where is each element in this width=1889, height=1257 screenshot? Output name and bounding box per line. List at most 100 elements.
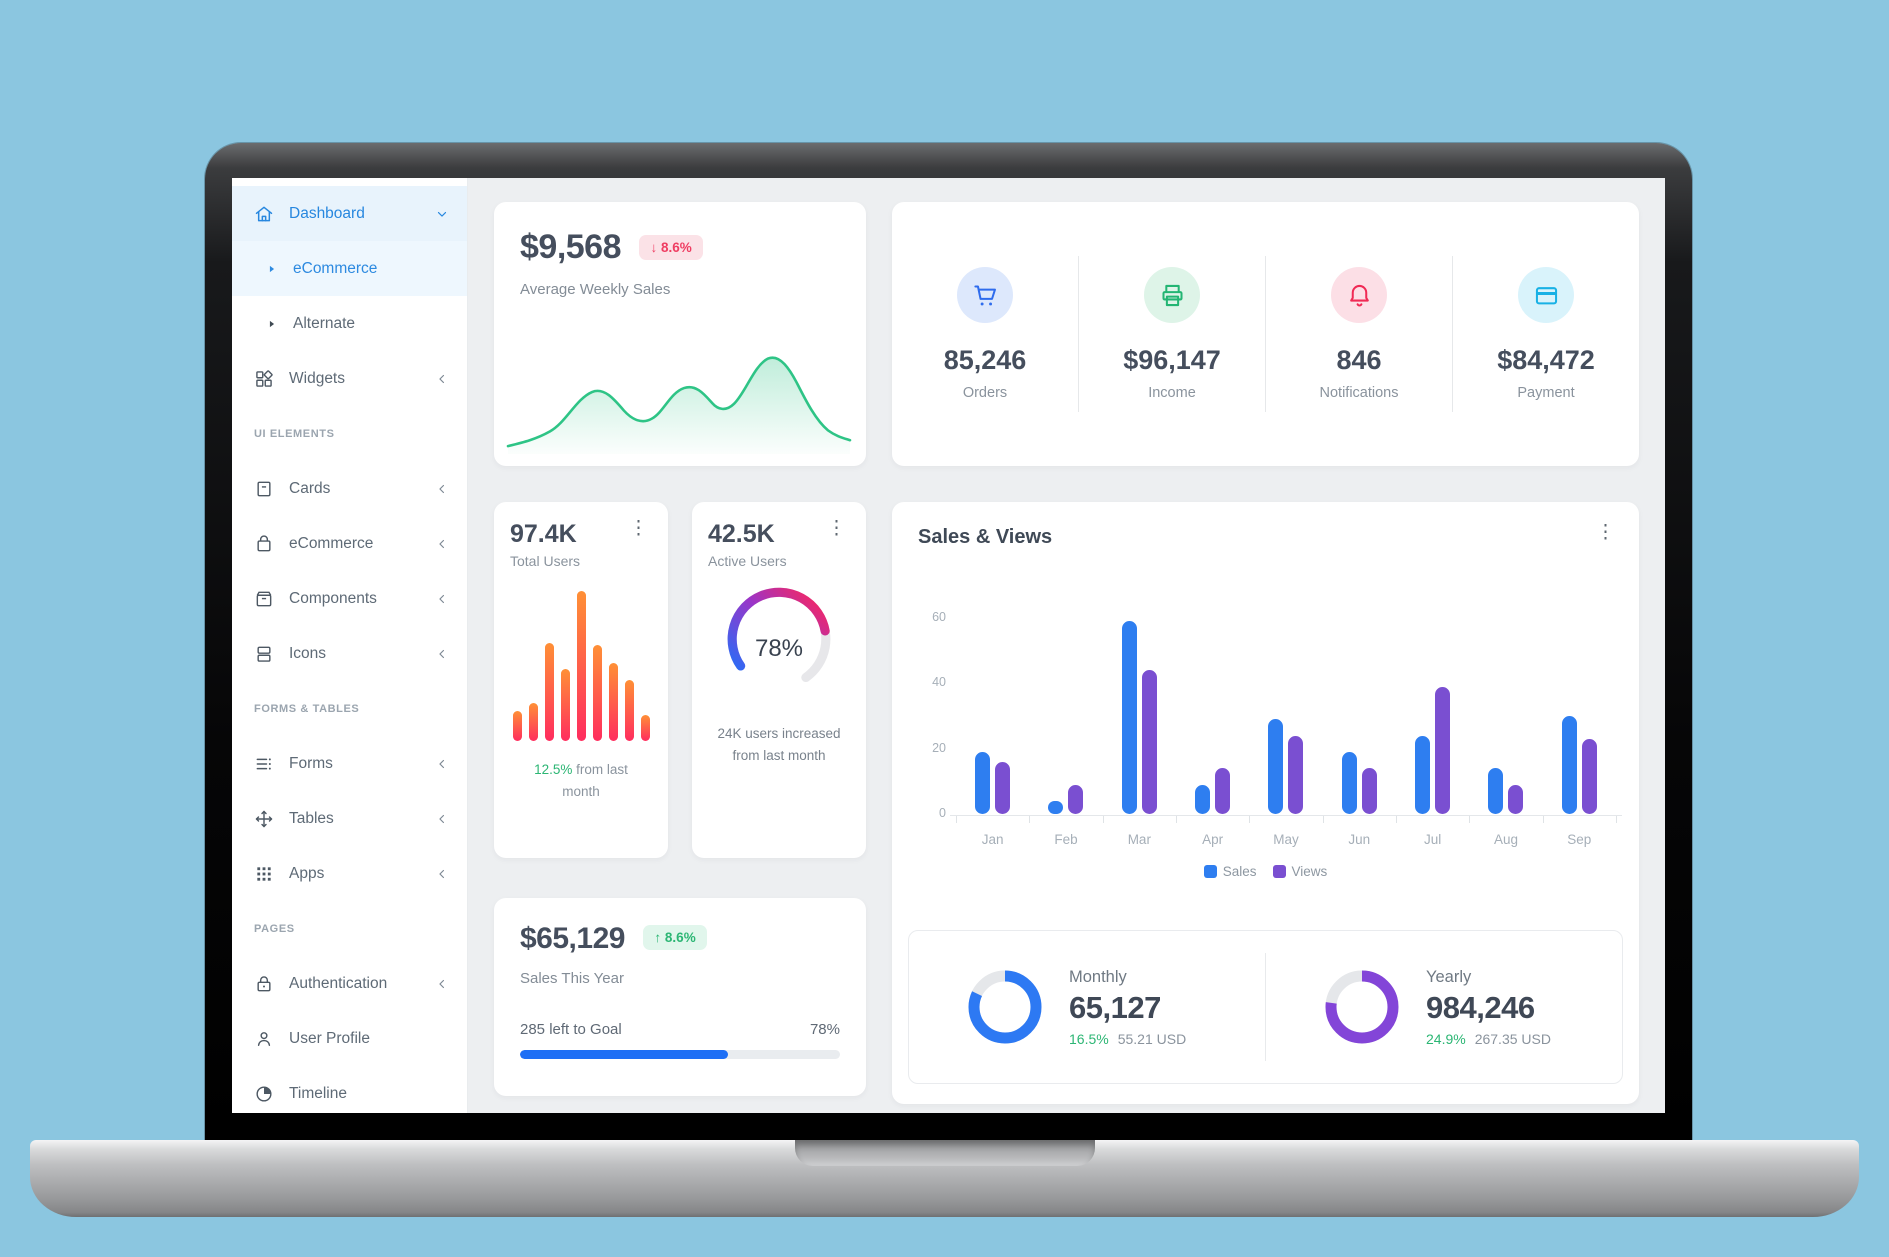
sales-bar (1561, 716, 1577, 814)
weekly-sales-area-chart (506, 356, 852, 454)
views-bar (1581, 739, 1597, 814)
x-axis-label: Jan (981, 832, 1004, 847)
legend-label: Views (1291, 864, 1328, 879)
bar-group-sep (1543, 618, 1616, 814)
yearly-pct: 24.9% (1426, 1030, 1466, 1047)
stat-label: Notifications (1319, 385, 1399, 401)
sales-and-views-card: Sales & Views ⋮ 60 40 20 0 Jan Feb Mar Apr May J… (892, 502, 1639, 1104)
sales-bar (1048, 801, 1064, 814)
active-users-card: 42.5K ⋮ Active Users (692, 502, 866, 858)
active-users-label: Active Users (708, 553, 787, 569)
x-axis-tick (1616, 816, 1617, 823)
sidebar-item-widgets[interactable]: Widgets (232, 351, 467, 406)
lock-icon (254, 974, 274, 994)
chevron-left-icon (435, 482, 449, 496)
laptop-screen-bezel: Dashboard eCommerce Alternate Widgets UI ELE… (205, 143, 1692, 1140)
bar-group-aug (1469, 618, 1542, 814)
x-axis-label: May (1273, 832, 1299, 847)
tables-icon (254, 809, 274, 829)
mini-bar (640, 715, 650, 741)
legend-item-sales[interactable]: Sales (1203, 864, 1257, 879)
mini-bar (544, 643, 554, 741)
views-bar (1068, 785, 1084, 814)
average-weekly-sales-card: $9,568 ↓ 8.6% Average Weekly Sales (494, 202, 866, 466)
sidebar-item-ecommerce-sub[interactable]: eCommerce (232, 241, 467, 296)
goal-progress-fill (520, 1050, 728, 1059)
sidebar-item-label: User Profile (289, 1029, 370, 1047)
views-bar (1215, 768, 1231, 814)
sales-bar (1268, 719, 1284, 814)
y-axis-tick-label: 20 (932, 740, 946, 755)
sidebar-section-label: PAGES (254, 922, 295, 935)
x-axis-label: Jun (1348, 832, 1371, 847)
sidebar-item-icons[interactable]: Icons (232, 626, 467, 681)
x-axis-tick (1176, 816, 1177, 823)
x-axis-label: Mar (1127, 832, 1151, 847)
sales-this-year-value: $65,129 (520, 922, 625, 955)
sidebar-item-tables[interactable]: Tables (232, 791, 467, 846)
sidebar-item-dashboard[interactable]: Dashboard (232, 186, 467, 241)
bar-group-jan (956, 618, 1029, 814)
sales-bar (1415, 736, 1431, 814)
sales-views-title: Sales & Views (918, 526, 1053, 548)
views-bar (1508, 785, 1524, 814)
sales-bar (1488, 768, 1504, 814)
stat-divider (1078, 256, 1079, 412)
views-bar (1141, 670, 1157, 814)
weekly-sales-label: Average Weekly Sales (520, 281, 671, 298)
legend-item-views[interactable]: Views (1272, 864, 1328, 879)
chevron-left-icon (435, 812, 449, 826)
laptop-notch (794, 1140, 1095, 1166)
sidebar-item-apps[interactable]: Apps (232, 846, 467, 901)
sidebar-item-timeline[interactable]: Timeline (232, 1066, 467, 1113)
stat-orders: 85,246 Orders (892, 267, 1078, 401)
sidebar-item-forms[interactable]: Forms (232, 736, 467, 791)
active-users-value: 42.5K (708, 520, 775, 548)
stat-label: Orders (962, 385, 1008, 401)
sidebar-item-cards[interactable]: Cards (232, 461, 467, 516)
x-axis-tick (1249, 816, 1251, 823)
chevron-down-icon (435, 207, 449, 221)
home-icon (254, 204, 274, 224)
yearly-usd: 267.35 USD (1474, 1030, 1551, 1047)
arrow-down-icon: ↓ (650, 240, 658, 255)
stat-label: Payment (1517, 385, 1575, 401)
total-users-pct: 12.5% (534, 762, 573, 777)
views-bar (1361, 768, 1377, 814)
x-axis-tick (1396, 816, 1397, 823)
icons-icon (254, 644, 274, 664)
kebab-menu-icon[interactable]: ⋮ (1596, 522, 1615, 543)
bar-group-jun (1323, 618, 1396, 814)
caret-right-icon (267, 318, 278, 329)
kebab-menu-icon[interactable]: ⋮ (629, 518, 648, 539)
views-bar (1435, 687, 1451, 814)
yearly-donut-chart (1325, 970, 1399, 1044)
stat-label: Income (1148, 385, 1196, 401)
sidebar-item-user-profile[interactable]: User Profile (232, 1011, 467, 1066)
main-content: $9,568 ↓ 8.6% Average Weekly Sales (468, 178, 1665, 1113)
laptop-base (30, 1140, 1859, 1217)
legend-swatch (1203, 865, 1217, 878)
yearly-summary: Yearly 984,246 24.9% 267.35 USD (1266, 968, 1622, 1047)
y-axis-tick-label: 0 (939, 806, 946, 820)
bar-group-mar (1103, 618, 1176, 814)
bell-icon (1331, 267, 1387, 323)
panel-divider (1265, 953, 1266, 1061)
sidebar-item-label: Cards (289, 479, 331, 497)
sidebar-item-label: eCommerce (289, 534, 374, 552)
kebab-menu-icon[interactable]: ⋮ (827, 518, 846, 539)
monthly-pct: 16.5% (1069, 1030, 1109, 1047)
yearly-label: Yearly (1426, 967, 1472, 986)
sidebar-item-authentication[interactable]: Authentication (232, 956, 467, 1011)
monthly-value: 65,127 (1069, 989, 1161, 1025)
x-axis-line (950, 815, 1622, 816)
sidebar-item-components[interactable]: Components (232, 571, 467, 626)
mini-bar (624, 680, 634, 741)
stat-value: $84,472 (1497, 345, 1595, 375)
y-axis-tick-label: 40 (932, 675, 946, 690)
sales-this-year-change-badge: ↑ 8.6% (643, 925, 707, 950)
sidebar-item-ecommerce[interactable]: eCommerce (232, 516, 467, 571)
caret-right-icon (267, 263, 278, 274)
sidebar-item-alternate[interactable]: Alternate (232, 296, 467, 351)
total-users-card: 97.4K ⋮ Total Users 12.5% from last mont… (494, 502, 668, 858)
